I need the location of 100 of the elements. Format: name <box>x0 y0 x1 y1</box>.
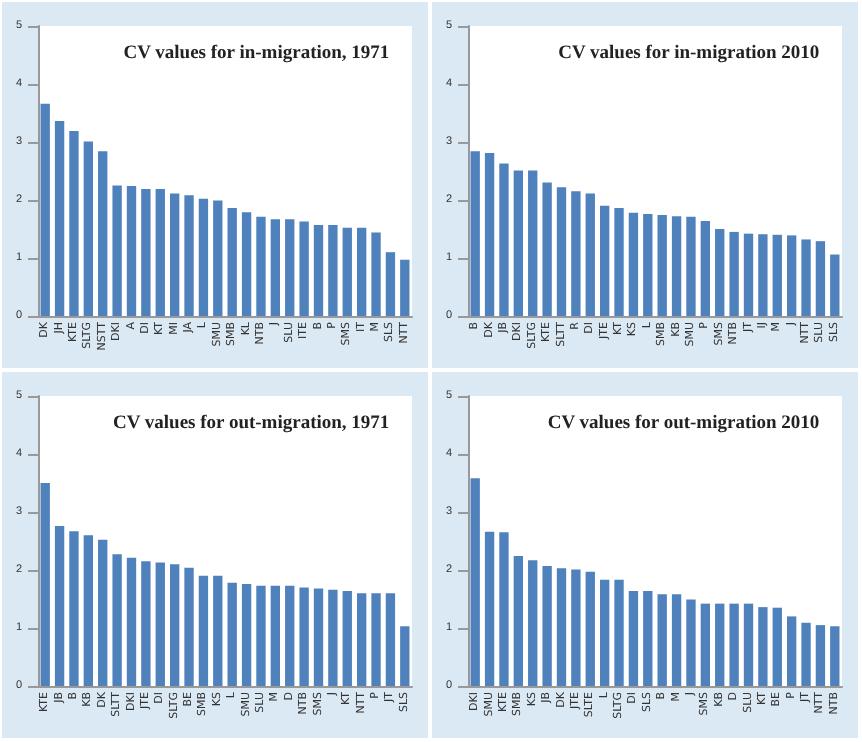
bar <box>643 590 653 686</box>
bar <box>285 585 295 686</box>
bar <box>657 215 667 316</box>
bar <box>198 575 209 686</box>
bar <box>342 227 352 316</box>
bar <box>285 219 295 316</box>
bar <box>657 594 667 686</box>
bar <box>700 603 711 686</box>
bar <box>227 582 237 686</box>
bar <box>184 567 194 686</box>
text: CV values for out-migration, 1971 <box>112 414 390 434</box>
bar <box>599 579 610 686</box>
text: CV values for in-migration 2010 <box>558 44 820 64</box>
bar <box>184 195 194 316</box>
bar <box>585 571 595 686</box>
bar <box>513 170 524 316</box>
bar <box>54 525 65 686</box>
bar <box>484 531 495 686</box>
bar <box>112 554 122 686</box>
bar <box>385 252 396 316</box>
bar <box>299 221 309 316</box>
bar <box>772 607 782 686</box>
bar <box>772 234 782 316</box>
bar <box>599 205 610 316</box>
bar <box>686 216 696 316</box>
bar <box>556 187 567 316</box>
bar <box>715 229 725 316</box>
bar <box>256 585 266 686</box>
bar <box>801 239 811 316</box>
bar <box>758 234 768 316</box>
bar <box>328 589 338 686</box>
bar <box>328 224 338 316</box>
bar <box>313 588 324 686</box>
bar <box>786 235 797 316</box>
bar <box>342 590 352 686</box>
bar <box>54 121 65 316</box>
text: CV values for out-migration 2010 <box>547 414 820 434</box>
bar <box>528 170 538 316</box>
bar <box>542 565 552 686</box>
bar <box>571 569 581 686</box>
bar <box>556 568 567 686</box>
bar <box>715 603 725 686</box>
bar <box>484 153 495 316</box>
bar <box>155 188 165 316</box>
bar <box>686 599 696 686</box>
bar <box>700 220 711 316</box>
bar <box>112 185 122 316</box>
bar <box>643 213 653 316</box>
bar <box>614 208 624 316</box>
bar <box>356 593 367 686</box>
bar <box>40 103 50 316</box>
bar <box>628 212 639 316</box>
bar <box>743 603 754 686</box>
bar <box>499 163 509 316</box>
bar <box>270 585 281 686</box>
bar <box>671 594 682 686</box>
bar <box>83 535 94 686</box>
bar <box>743 233 754 316</box>
bar <box>98 539 108 686</box>
bar <box>299 587 309 686</box>
bar <box>69 531 79 686</box>
bar <box>40 483 50 686</box>
bar <box>227 208 237 316</box>
bar <box>499 532 509 686</box>
bar <box>256 216 266 316</box>
bar <box>213 575 223 686</box>
bar <box>585 193 595 316</box>
bar <box>786 616 797 686</box>
bar <box>400 626 410 686</box>
bar <box>729 231 739 316</box>
bar <box>83 141 94 316</box>
bar <box>270 219 281 316</box>
bar <box>815 241 826 316</box>
bar <box>385 593 396 686</box>
bar <box>241 212 252 316</box>
bar <box>830 626 840 686</box>
bar <box>126 557 137 686</box>
bar <box>213 200 223 316</box>
bar <box>528 560 538 686</box>
bar <box>470 151 480 316</box>
bar <box>671 216 682 316</box>
bar <box>69 130 79 316</box>
bar <box>126 186 137 316</box>
bar <box>628 590 639 686</box>
bar <box>614 579 624 686</box>
bar <box>141 561 151 686</box>
bar <box>758 607 768 686</box>
bar <box>470 478 480 686</box>
bar <box>801 622 811 686</box>
bar <box>198 198 209 316</box>
bar <box>815 625 826 686</box>
bar <box>98 151 108 316</box>
bar <box>513 556 524 686</box>
bar <box>169 564 180 686</box>
bar <box>356 227 367 316</box>
bar <box>371 593 381 686</box>
text: CV values for in-migration, 1971 <box>123 44 390 64</box>
bar <box>400 259 410 316</box>
bar <box>169 193 180 316</box>
bar <box>729 603 739 686</box>
